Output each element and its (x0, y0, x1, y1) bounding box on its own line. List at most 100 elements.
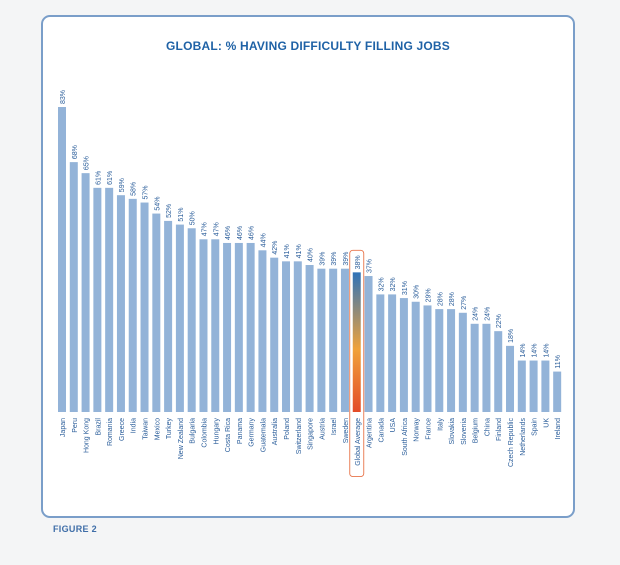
bar-china (482, 323, 491, 412)
bar-norway (411, 301, 420, 412)
category-label-uk: UK (543, 418, 550, 428)
category-label-spain: Spain (532, 418, 539, 436)
category-label-switzerland: Switzerland (296, 418, 303, 454)
category-label-china: China (484, 418, 491, 436)
value-label-netherlands: 14% (520, 344, 527, 358)
bar-slovenia (458, 312, 467, 412)
category-label-canada: Canada (378, 418, 385, 443)
category-label-south-africa: South Africa (402, 418, 409, 456)
category-label-bulgaria: Bulgaria (190, 418, 197, 444)
bar-global-average (352, 272, 361, 412)
bar-australia (270, 257, 279, 412)
bar-costa-rica (223, 242, 232, 412)
category-label-mexico: Mexico (154, 418, 161, 440)
category-label-slovakia: Slovakia (449, 418, 456, 445)
category-label-israel: Israel (331, 418, 338, 436)
value-label-peru: 68% (72, 145, 79, 159)
category-label-netherlands: Netherlands (520, 418, 527, 456)
bar-japan (58, 107, 66, 412)
category-label-india: India (131, 418, 138, 433)
bar-turkey (164, 220, 173, 412)
category-label-taiwan: Taiwan (143, 418, 150, 440)
value-label-taiwan: 57% (143, 186, 150, 200)
bar-ireland (553, 371, 562, 412)
bar-czech-republic (506, 345, 515, 412)
bar-romania (105, 187, 114, 412)
category-label-peru: Peru (72, 418, 79, 433)
category-label-costa-rica: Costa Rica (225, 418, 232, 452)
value-label-global-average: 38% (355, 255, 362, 269)
value-label-bulgaria: 50% (190, 211, 197, 225)
value-label-romania: 61% (107, 171, 114, 185)
category-label-usa: USA (390, 418, 397, 433)
category-label-japan: Japan (60, 418, 67, 437)
value-label-finland: 22% (496, 314, 503, 328)
value-label-france: 29% (425, 288, 432, 302)
value-label-new-zealand: 51% (178, 208, 185, 222)
category-label-france: France (425, 418, 432, 440)
bar-canada (376, 294, 385, 412)
category-label-australia: Australia (272, 418, 279, 445)
category-label-turkey: Turkey (166, 418, 173, 440)
bar-guatemala (258, 250, 267, 412)
category-label-brazil: Brazil (95, 418, 102, 436)
value-label-norway: 30% (414, 285, 421, 299)
value-label-argentina: 37% (367, 259, 374, 273)
bar-sweden (340, 268, 349, 412)
value-label-belgium: 24% (473, 307, 480, 321)
category-label-hungary: Hungary (213, 418, 220, 445)
category-label-ireland: Ireland (555, 418, 562, 440)
value-label-austria: 39% (319, 252, 326, 266)
category-label-new-zealand: New Zealand (178, 418, 185, 459)
bar-greece (116, 195, 125, 412)
category-label-singapore: Singapore (308, 418, 315, 450)
bar-colombia (199, 239, 208, 412)
bar-poland (282, 261, 291, 412)
bar-brazil (93, 187, 102, 412)
category-label-greece: Greece (119, 418, 126, 441)
value-label-guatemala: 44% (260, 233, 267, 247)
bar-argentina (364, 276, 373, 412)
value-label-singapore: 40% (308, 248, 315, 262)
category-label-guatemala: Guatemala (260, 418, 267, 452)
category-label-czech-republic: Czech Republic (508, 418, 515, 468)
category-label-finland: Finland (496, 418, 503, 441)
category-label-norway: Norway (414, 418, 421, 442)
value-label-brazil: 61% (95, 171, 102, 185)
bar-hong-kong (81, 173, 90, 412)
value-label-australia: 42% (272, 241, 279, 255)
value-label-usa: 32% (390, 277, 397, 291)
value-label-slovakia: 28% (449, 292, 456, 306)
figure-label: FIGURE 2 (53, 524, 97, 534)
bar-india (128, 198, 137, 412)
value-label-china: 24% (484, 307, 491, 321)
value-label-japan: 83% (60, 90, 67, 104)
category-label-global-average: Global Average (355, 418, 362, 466)
value-label-india: 58% (131, 182, 138, 196)
value-label-hong-kong: 65% (84, 156, 91, 170)
category-label-slovenia: Slovenia (461, 418, 468, 445)
value-label-italy: 28% (437, 292, 444, 306)
bar-new-zealand (175, 224, 184, 412)
bar-hungary (211, 239, 220, 412)
value-label-ireland: 11% (555, 355, 562, 369)
value-label-spain: 14% (532, 344, 539, 358)
value-label-panama: 46% (237, 226, 244, 240)
value-label-czech-republic: 18% (508, 329, 515, 343)
bar-peru (69, 162, 78, 412)
category-label-panama: Panama (237, 418, 244, 444)
category-label-poland: Poland (284, 418, 291, 440)
value-label-sweden: 39% (343, 252, 350, 266)
category-label-belgium: Belgium (473, 418, 480, 443)
highlight-outline (349, 249, 365, 478)
bar-austria (317, 268, 326, 412)
bar-spain (529, 360, 538, 412)
value-label-israel: 39% (331, 252, 338, 266)
bar-usa (388, 294, 397, 412)
value-label-switzerland: 41% (296, 244, 303, 258)
bar-germany (246, 242, 255, 412)
value-label-costa-rica: 46% (225, 226, 232, 240)
value-label-germany: 46% (249, 226, 256, 240)
chart-title: GLOBAL: % HAVING DIFFICULTY FILLING JOBS (166, 39, 450, 53)
